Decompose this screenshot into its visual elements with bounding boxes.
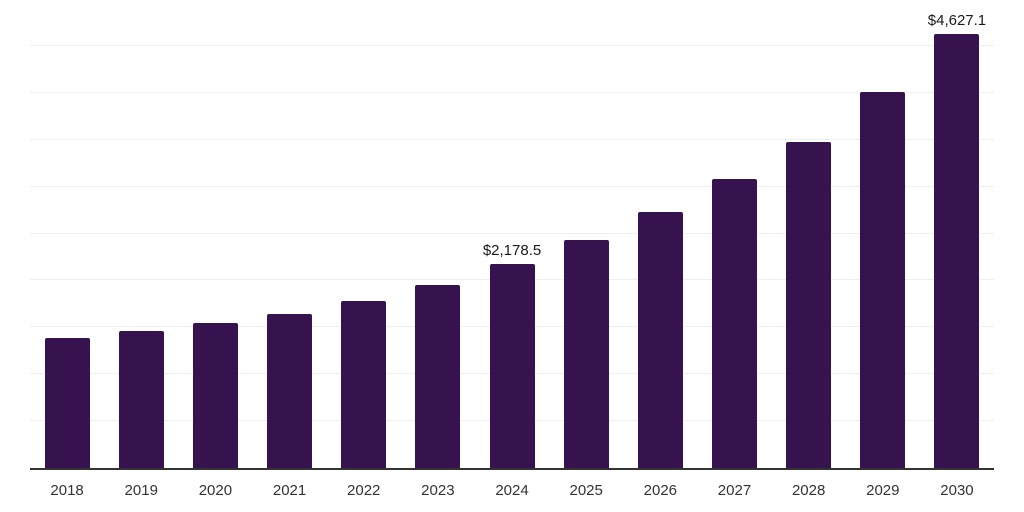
- bar-slot-2020: [178, 1, 252, 468]
- bars-container: $2,178.5 $4,627.1: [30, 1, 994, 468]
- bar-2027: [711, 179, 757, 468]
- x-axis-label-2019: 2019: [124, 482, 158, 499]
- x-axis-label-2024: 2024: [495, 482, 529, 499]
- x-axis-label-2028: 2028: [791, 482, 826, 499]
- x-axis-label-2018: 2018: [50, 482, 84, 499]
- bar-slot-2027: [697, 1, 771, 468]
- bar-2020: [192, 322, 238, 468]
- x-axis-label-2025: 2025: [569, 482, 603, 499]
- bar-2018: [44, 337, 90, 468]
- bar-2019: [118, 330, 164, 468]
- x-axis-label-2021: 2021: [272, 482, 307, 499]
- gridline-2500: [30, 232, 994, 234]
- gridline-3000: [30, 185, 994, 187]
- x-axis-label-2020: 2020: [198, 482, 233, 499]
- x-axis-label-2026: 2026: [643, 482, 678, 499]
- bar-slot-2022: [327, 1, 401, 468]
- bar-2028: [786, 141, 832, 468]
- bar-slot-2029: [846, 1, 920, 468]
- data-label-2024: $2,178.5: [482, 241, 542, 259]
- bar-2025: [563, 239, 609, 468]
- bar-2029: [860, 92, 906, 468]
- x-axis-label-2029: 2029: [866, 482, 900, 499]
- bar-2024: $2,178.5: [483, 242, 541, 468]
- x-axis-label-2027: 2027: [717, 482, 752, 499]
- plot-area: $2,178.5 $4,627.1: [30, 1, 994, 470]
- data-label-2030: $4,627.1: [927, 12, 987, 29]
- bar-slot-2025: [549, 1, 623, 468]
- x-axis-label-2022: 2022: [347, 482, 381, 499]
- bar-slot-2018: [30, 1, 104, 468]
- x-axis-label-2030: 2030: [940, 482, 974, 499]
- gridline-4000: [30, 91, 994, 93]
- bar-slot-2021: [252, 1, 326, 468]
- bar-2026: [637, 211, 683, 468]
- bar-slot-2030: $4,627.1: [920, 1, 994, 468]
- bar-2021: [267, 314, 313, 468]
- bar-2022: [341, 301, 387, 468]
- bar-slot-2024: $2,178.5: [475, 1, 549, 468]
- bar-2023: [415, 284, 461, 468]
- bar-slot-2019: [104, 1, 178, 468]
- bar-slot-2026: [623, 1, 697, 468]
- x-axis-labels: 2018 2019 2020 2021 2022 2023 2024 2025 2026 2027…: [30, 482, 994, 499]
- bar-2030: $4,627.1: [928, 12, 986, 468]
- x-axis-label-2023: 2023: [421, 482, 455, 499]
- gridline-4500: [30, 44, 994, 46]
- bar-slot-2028: [772, 1, 846, 468]
- bar-slot-2023: [401, 1, 475, 468]
- gridline-3500: [30, 138, 994, 140]
